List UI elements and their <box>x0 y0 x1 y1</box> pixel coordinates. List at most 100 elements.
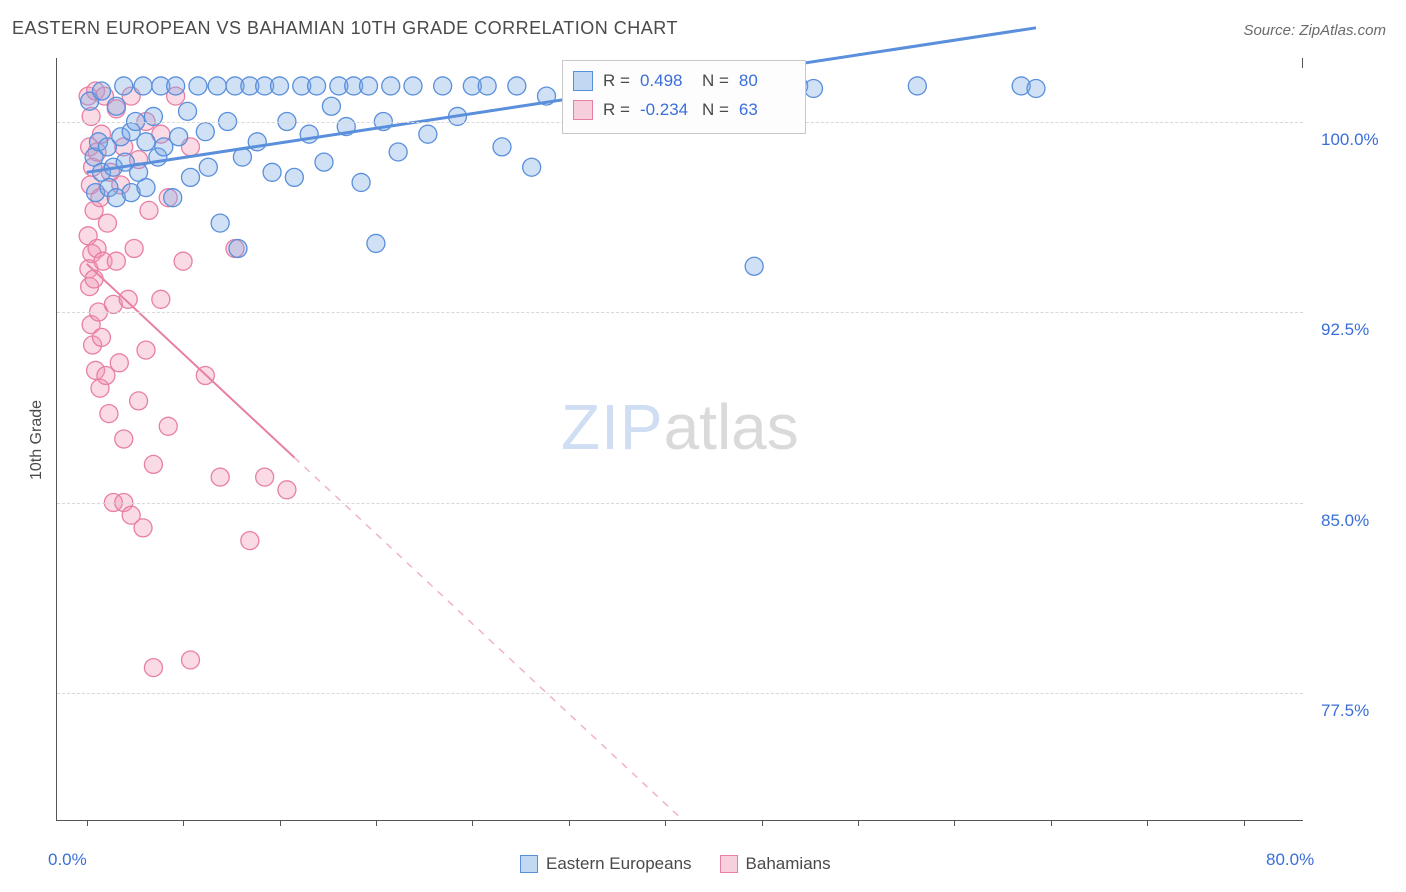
data-point <box>278 481 296 499</box>
x-tick-mark <box>87 820 88 826</box>
data-point <box>285 168 303 186</box>
chart-container: EASTERN EUROPEAN VS BAHAMIAN 10TH GRADE … <box>0 0 1406 892</box>
data-point <box>115 430 133 448</box>
data-point <box>152 290 170 308</box>
data-point <box>134 77 152 95</box>
stats-row: R = 0.498 N = 80 <box>573 67 791 96</box>
data-point <box>745 257 763 275</box>
y-tick-label: 77.5% <box>1321 701 1369 721</box>
data-point <box>125 240 143 258</box>
data-point <box>179 102 197 120</box>
x-tick-mark <box>1244 820 1245 826</box>
data-point <box>137 179 155 197</box>
data-point <box>315 153 333 171</box>
data-point <box>211 214 229 232</box>
data-point <box>107 252 125 270</box>
data-point <box>199 158 217 176</box>
x-axis-start-label: 0.0% <box>48 850 87 870</box>
stats-n-value: 80 <box>739 67 791 96</box>
x-tick-mark <box>1147 820 1148 826</box>
chart-svg <box>57 58 1303 820</box>
y-tick-label: 92.5% <box>1321 320 1369 340</box>
data-point <box>119 290 137 308</box>
data-point <box>164 189 182 207</box>
data-point <box>182 168 200 186</box>
data-point <box>182 651 200 669</box>
x-tick-mark <box>472 820 473 826</box>
legend-swatch <box>520 855 538 873</box>
source-label: Source: ZipAtlas.com <box>1243 22 1386 39</box>
data-point <box>159 417 177 435</box>
data-point <box>419 125 437 143</box>
x-tick-mark <box>762 820 763 826</box>
data-point <box>170 128 188 146</box>
legend-item: Eastern Europeans <box>520 854 692 874</box>
data-point <box>134 519 152 537</box>
stats-r-label: R = <box>603 67 630 96</box>
data-point <box>167 77 185 95</box>
stats-r-value: -0.234 <box>640 96 692 125</box>
data-point <box>478 77 496 95</box>
legend-swatch <box>720 855 738 873</box>
x-tick-mark <box>1051 820 1052 826</box>
data-point <box>352 173 370 191</box>
data-point <box>189 77 207 95</box>
legend-label: Bahamians <box>746 854 831 874</box>
stats-r-value: 0.498 <box>640 67 692 96</box>
stats-box: R = 0.498 N = 80 R = -0.234 N = 63 <box>562 60 806 134</box>
x-tick-mark <box>665 820 666 826</box>
data-point <box>93 82 111 100</box>
stats-row: R = -0.234 N = 63 <box>573 96 791 125</box>
data-point <box>98 214 116 232</box>
stats-swatch <box>573 71 593 91</box>
y-axis-title: 10th Grade <box>28 400 46 480</box>
legend-item: Bahamians <box>720 854 831 874</box>
data-point <box>174 252 192 270</box>
stats-r-label: R = <box>603 96 630 125</box>
data-point <box>85 270 103 288</box>
data-point <box>211 468 229 486</box>
data-point <box>322 97 340 115</box>
data-point <box>100 405 118 423</box>
trend-line-dashed <box>294 458 682 820</box>
x-tick-mark <box>858 820 859 826</box>
data-point <box>196 123 214 141</box>
data-point <box>389 143 407 161</box>
data-point <box>137 133 155 151</box>
data-point <box>115 77 133 95</box>
x-tick-mark <box>280 820 281 826</box>
data-point <box>908 77 926 95</box>
grid-line <box>57 312 1303 313</box>
x-tick-mark <box>954 820 955 826</box>
data-point <box>367 234 385 252</box>
stats-swatch <box>573 100 593 120</box>
data-point <box>256 468 274 486</box>
stats-n-label: N = <box>702 67 729 96</box>
data-point <box>229 240 247 258</box>
data-point <box>144 659 162 677</box>
y-tick-label: 100.0% <box>1321 130 1379 150</box>
x-axis-end-label: 80.0% <box>1266 850 1314 870</box>
chart-title: EASTERN EUROPEAN VS BAHAMIAN 10TH GRADE … <box>12 18 678 39</box>
data-point <box>137 341 155 359</box>
plot-area: ZIPatlas 100.0%92.5%85.0%77.5% <box>56 58 1303 821</box>
data-point <box>1027 79 1045 97</box>
data-point <box>308 77 326 95</box>
data-point <box>107 97 125 115</box>
data-point <box>140 201 158 219</box>
data-point <box>271 77 289 95</box>
grid-line <box>57 693 1303 694</box>
stats-n-label: N = <box>702 96 729 125</box>
data-point <box>434 77 452 95</box>
data-point <box>360 77 378 95</box>
data-point <box>404 77 422 95</box>
stats-n-value: 63 <box>739 96 791 125</box>
data-point <box>93 328 111 346</box>
data-point <box>241 532 259 550</box>
x-tick-mark <box>569 820 570 826</box>
data-point <box>144 107 162 125</box>
data-point <box>208 77 226 95</box>
data-point <box>508 77 526 95</box>
legend-label: Eastern Europeans <box>546 854 692 874</box>
data-point <box>144 455 162 473</box>
